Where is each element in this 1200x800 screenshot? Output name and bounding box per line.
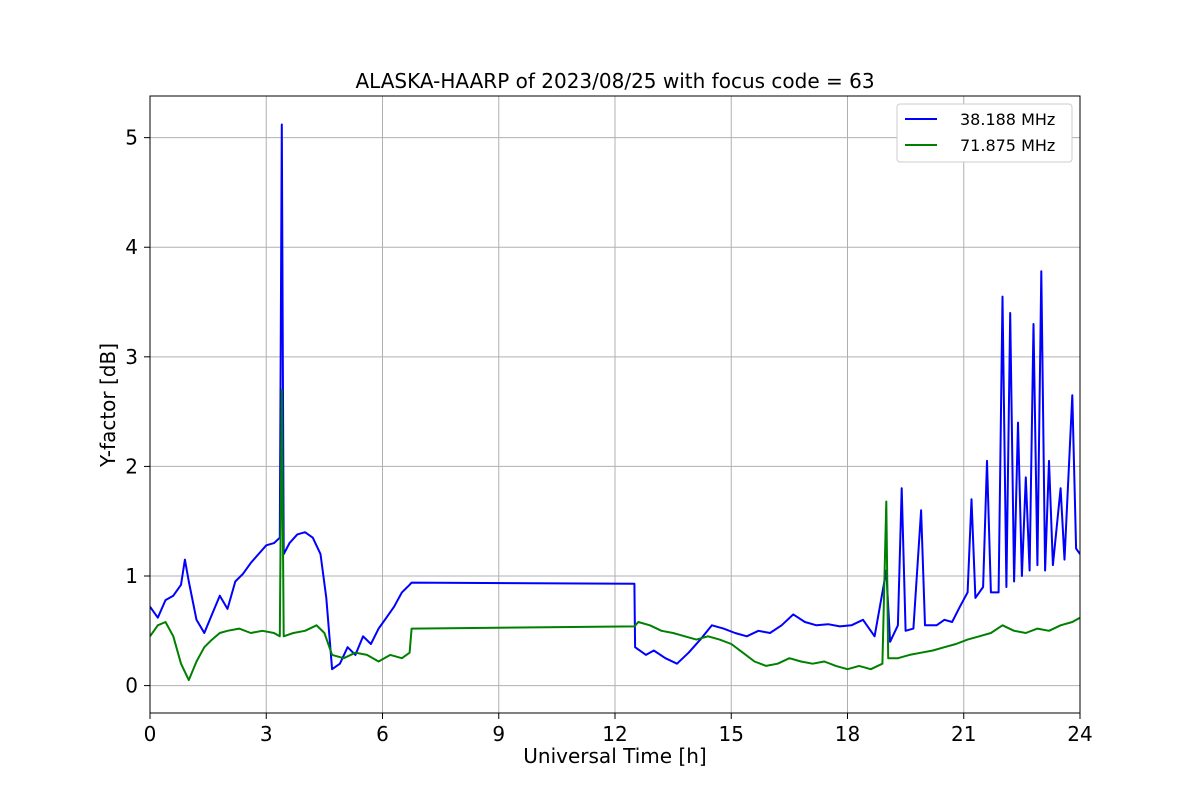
x-tick-label: 6 <box>376 722 389 746</box>
x-tick-label: 18 <box>835 722 860 746</box>
x-tick-label: 21 <box>951 722 976 746</box>
y-tick-label: 1 <box>125 564 138 588</box>
y-axis-label: Y-factor [dB] <box>96 343 120 468</box>
x-axis: 0 3 6 9 12 15 18 21 24 <box>144 713 1093 746</box>
legend: 38.188 MHz 71.875 MHz <box>896 103 1073 163</box>
legend-label-2: 71.875 MHz <box>960 136 1055 155</box>
x-tick-label: 15 <box>719 722 744 746</box>
x-tick-label: 9 <box>492 722 505 746</box>
series-line-2 <box>150 388 1080 682</box>
y-tick-label: 5 <box>125 126 138 150</box>
y-axis: 0 1 2 3 4 5 <box>125 126 150 698</box>
legend-label-1: 38.188 MHz <box>960 110 1055 129</box>
x-tick-label: 12 <box>602 722 627 746</box>
chart-title: ALASKA-HAARP of 2023/08/25 with focus co… <box>355 69 874 93</box>
series-layer <box>150 123 1080 682</box>
x-tick-label: 24 <box>1067 722 1092 746</box>
y-tick-label: 0 <box>125 674 138 698</box>
y-tick-label: 3 <box>125 345 138 369</box>
x-axis-label: Universal Time [h] <box>523 744 706 768</box>
y-tick-label: 2 <box>125 454 138 478</box>
y-tick-label: 4 <box>125 235 138 259</box>
x-tick-label: 0 <box>144 722 157 746</box>
series-line-1 <box>150 123 1080 671</box>
grid <box>149 96 1081 713</box>
legend-box <box>896 103 1073 163</box>
x-tick-label: 3 <box>260 722 273 746</box>
